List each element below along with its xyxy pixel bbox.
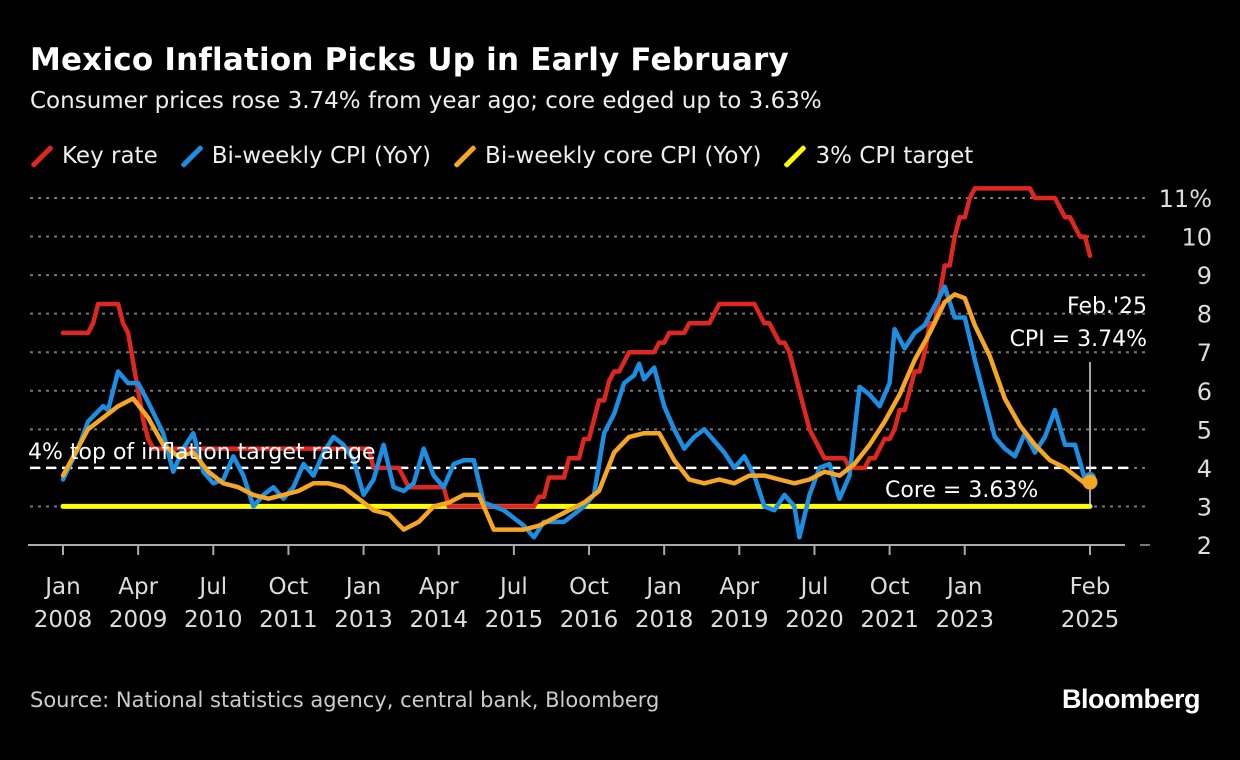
legend-label: Key rate (62, 143, 158, 169)
x-tick-label-month: Jul (498, 574, 528, 600)
cpi-annotation-date: Feb.'25 (1067, 294, 1147, 319)
cpi-annotation-value: CPI = 3.74% (1010, 327, 1147, 352)
x-tick-label-month: Oct (870, 574, 910, 600)
legend-label: Bi-weekly CPI (YoY) (211, 143, 432, 169)
x-tick-label-month: Apr (419, 574, 459, 600)
reference-line-label: 4% top of inflation target range (28, 440, 376, 465)
x-tick-label-year: 2011 (259, 607, 318, 633)
x-tick-label-year: 2016 (560, 607, 619, 633)
bloomberg-logo: Bloomberg (1061, 684, 1201, 714)
y-tick-label: 4 (1197, 455, 1212, 483)
x-tick-label-month: Jan (644, 574, 681, 600)
x-tick-label-year: 2021 (860, 607, 919, 633)
x-tick-label-year: 2025 (1061, 607, 1120, 633)
x-tick-label-month: Apr (719, 574, 759, 600)
x-tick-label-month: Jan (945, 574, 982, 600)
y-tick-label: 9 (1197, 262, 1212, 290)
x-tick-label-year: 2020 (785, 607, 844, 633)
chart-subtitle: Consumer prices rose 3.74% from year ago… (30, 88, 822, 114)
x-tick-label-month: Jan (43, 574, 80, 600)
x-tick-label-year: 2009 (109, 607, 168, 633)
x-tick-label-year: 2019 (710, 607, 769, 633)
x-tick-label-year: 2018 (635, 607, 694, 633)
x-tick-label-year: 2015 (485, 607, 544, 633)
legend-item-key-rate: Key rate (30, 143, 158, 169)
y-tick-label: 3 (1197, 493, 1212, 521)
x-tick-label-month: Jul (799, 574, 829, 600)
key-rate-line (60, 186, 1093, 509)
y-tick-label: 2 (1197, 532, 1212, 560)
y-tick-label: 6 (1197, 378, 1212, 406)
x-tick-label-year: 2008 (34, 607, 93, 633)
y-tick-label: 7 (1197, 339, 1212, 367)
y-tick-label: 5 (1197, 416, 1212, 444)
x-tick-label-year: 2010 (184, 607, 243, 633)
x-tick-label-year: 2013 (334, 607, 393, 633)
x-tick-label-month: Feb (1070, 574, 1111, 600)
legend-label: Bi-weekly core CPI (YoY) (485, 143, 762, 169)
chart-title: Mexico Inflation Picks Up in Early Febru… (30, 42, 789, 78)
x-tick-label-year: 2023 (935, 607, 994, 633)
source-note: Source: National statistics agency, cent… (30, 688, 660, 712)
legend: Key rate Bi-weekly CPI (YoY) Bi-weekly c… (30, 143, 973, 169)
core-cpi-line (60, 292, 1093, 532)
legend-item-core-cpi: Bi-weekly core CPI (YoY) (453, 143, 761, 169)
x-tick-label-month: Jan (344, 574, 381, 600)
y-tick-label: 8 (1197, 301, 1212, 329)
legend-item-target: 3% CPI target (783, 143, 973, 169)
y-tick-label: 11% (1159, 185, 1212, 213)
core-latest-dot (1082, 474, 1098, 490)
x-tick-label-month: Oct (269, 574, 309, 600)
core-annotation: Core = 3.63% (885, 478, 1038, 503)
y-tick-label: 10 (1181, 224, 1212, 252)
legend-item-cpi: Bi-weekly CPI (YoY) (180, 143, 431, 169)
x-tick-label-month: Apr (118, 574, 158, 600)
legend-label: 3% CPI target (815, 143, 974, 169)
x-tick-label-month: Jul (197, 574, 227, 600)
x-tick-label-month: Oct (569, 574, 609, 600)
x-tick-label-year: 2014 (409, 607, 468, 633)
